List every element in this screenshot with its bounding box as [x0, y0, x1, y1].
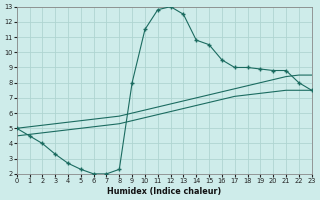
- X-axis label: Humidex (Indice chaleur): Humidex (Indice chaleur): [107, 187, 221, 196]
